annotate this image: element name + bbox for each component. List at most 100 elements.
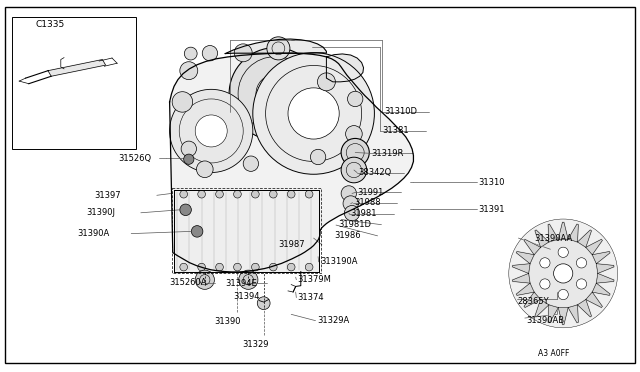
- Polygon shape: [568, 305, 579, 323]
- Ellipse shape: [341, 138, 369, 167]
- Text: 31981: 31981: [351, 209, 377, 218]
- Ellipse shape: [346, 126, 362, 142]
- Text: 31319R: 31319R: [371, 149, 404, 158]
- Ellipse shape: [529, 239, 598, 308]
- Ellipse shape: [172, 92, 193, 112]
- Text: 31981D: 31981D: [338, 220, 371, 229]
- Polygon shape: [548, 305, 558, 323]
- Ellipse shape: [234, 263, 241, 271]
- Ellipse shape: [180, 62, 198, 80]
- Ellipse shape: [234, 44, 252, 62]
- Polygon shape: [516, 251, 534, 264]
- Polygon shape: [535, 299, 549, 317]
- Polygon shape: [596, 273, 614, 283]
- Polygon shape: [592, 251, 610, 264]
- Ellipse shape: [558, 247, 568, 257]
- Ellipse shape: [288, 88, 339, 139]
- Polygon shape: [558, 308, 568, 325]
- Bar: [12, 17, 136, 149]
- Polygon shape: [548, 224, 558, 242]
- Ellipse shape: [252, 263, 259, 271]
- Ellipse shape: [269, 190, 277, 198]
- Ellipse shape: [257, 297, 270, 310]
- Polygon shape: [326, 54, 364, 82]
- Ellipse shape: [252, 190, 259, 198]
- Ellipse shape: [243, 156, 259, 171]
- Text: 31374: 31374: [298, 293, 324, 302]
- Text: 31988: 31988: [354, 198, 381, 207]
- Text: 31381: 31381: [383, 126, 410, 135]
- Ellipse shape: [554, 264, 573, 283]
- Ellipse shape: [540, 279, 550, 289]
- Text: 31394: 31394: [234, 292, 260, 301]
- FancyBboxPatch shape: [174, 190, 319, 272]
- Text: C1335: C1335: [35, 20, 65, 29]
- Text: A3 A0FF: A3 A0FF: [538, 349, 569, 358]
- Text: 31390AB: 31390AB: [526, 316, 564, 325]
- Ellipse shape: [267, 37, 290, 60]
- Text: 31329A: 31329A: [317, 316, 349, 325]
- Polygon shape: [592, 283, 610, 295]
- Ellipse shape: [341, 157, 367, 183]
- Ellipse shape: [305, 190, 313, 198]
- Text: 31526Q: 31526Q: [118, 154, 152, 163]
- Ellipse shape: [344, 205, 360, 221]
- Ellipse shape: [202, 45, 218, 61]
- Ellipse shape: [191, 226, 203, 237]
- Ellipse shape: [198, 263, 205, 271]
- Text: 31379M: 31379M: [298, 275, 332, 284]
- Ellipse shape: [577, 258, 587, 268]
- Polygon shape: [586, 239, 602, 255]
- Text: 38342Q: 38342Q: [358, 168, 392, 177]
- Ellipse shape: [184, 47, 197, 60]
- Text: 31991: 31991: [357, 188, 383, 197]
- Polygon shape: [535, 230, 549, 247]
- Ellipse shape: [180, 190, 188, 198]
- Polygon shape: [513, 273, 530, 283]
- Ellipse shape: [348, 91, 363, 107]
- Ellipse shape: [180, 263, 188, 271]
- Polygon shape: [516, 283, 534, 295]
- Text: 31390J: 31390J: [86, 208, 115, 217]
- Polygon shape: [596, 264, 614, 273]
- Text: 31310D: 31310D: [384, 107, 417, 116]
- Ellipse shape: [239, 270, 258, 289]
- Ellipse shape: [180, 204, 191, 215]
- Text: 31397: 31397: [95, 191, 122, 200]
- Ellipse shape: [287, 263, 295, 271]
- Text: 315260A: 315260A: [170, 278, 207, 287]
- Ellipse shape: [196, 161, 213, 177]
- Polygon shape: [586, 292, 602, 308]
- Ellipse shape: [341, 186, 356, 201]
- Ellipse shape: [216, 190, 223, 198]
- Polygon shape: [577, 230, 591, 247]
- Polygon shape: [558, 222, 568, 239]
- Polygon shape: [170, 53, 413, 272]
- Ellipse shape: [343, 196, 358, 211]
- Ellipse shape: [216, 263, 223, 271]
- Ellipse shape: [170, 89, 253, 173]
- Polygon shape: [225, 39, 326, 54]
- Text: 31987: 31987: [278, 240, 305, 249]
- Polygon shape: [524, 292, 541, 308]
- Ellipse shape: [229, 48, 321, 140]
- Text: 31310: 31310: [479, 178, 505, 187]
- Ellipse shape: [558, 289, 568, 300]
- Text: 28365Y: 28365Y: [517, 297, 548, 306]
- Ellipse shape: [184, 154, 194, 164]
- Polygon shape: [524, 239, 541, 255]
- Ellipse shape: [540, 258, 550, 268]
- Text: 31390A: 31390A: [77, 229, 109, 238]
- Text: 31390: 31390: [214, 317, 241, 326]
- Polygon shape: [48, 60, 106, 76]
- Text: 31986: 31986: [334, 231, 361, 240]
- Ellipse shape: [198, 190, 205, 198]
- Ellipse shape: [195, 115, 227, 147]
- Polygon shape: [577, 299, 591, 317]
- Ellipse shape: [287, 190, 295, 198]
- Text: 31390AA: 31390AA: [534, 234, 573, 243]
- Ellipse shape: [256, 74, 294, 113]
- Ellipse shape: [269, 263, 277, 271]
- Text: 313190A: 313190A: [320, 257, 358, 266]
- Text: 31329: 31329: [242, 340, 268, 349]
